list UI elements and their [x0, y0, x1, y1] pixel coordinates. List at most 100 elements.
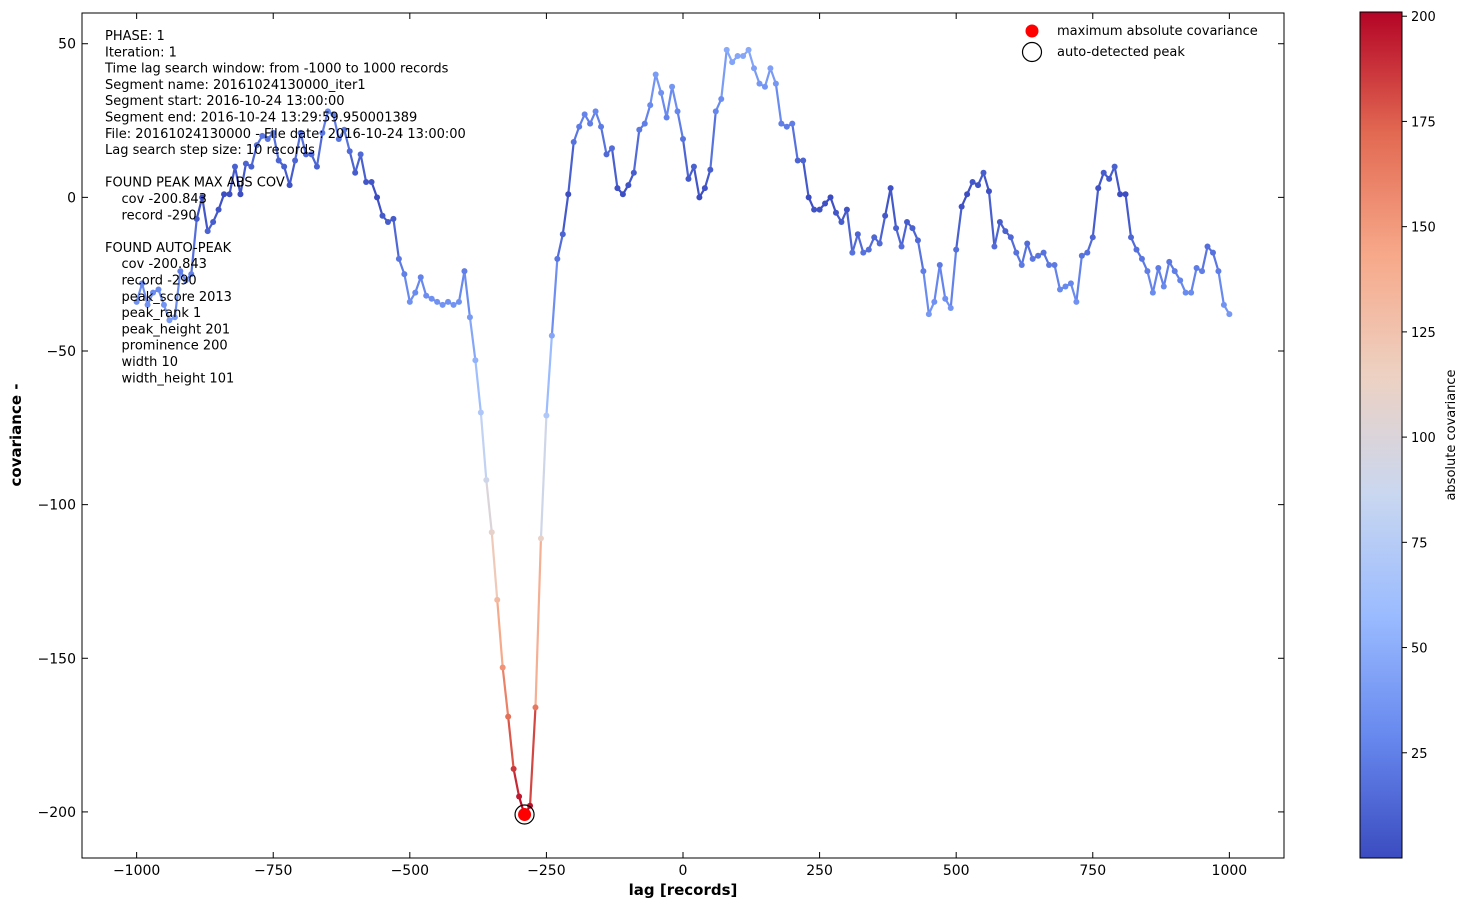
data-point [226, 191, 233, 198]
data-point [745, 46, 752, 53]
data-point [898, 243, 905, 250]
data-point [182, 277, 189, 284]
legend-auto-peak-marker [1021, 41, 1043, 63]
data-point [1067, 280, 1074, 287]
data-point [1133, 246, 1140, 253]
colorbar-tick-label: 150 [1411, 221, 1436, 236]
annotation-line: cov -200.843 [105, 257, 207, 272]
line-segment [900, 220, 909, 248]
data-point [767, 65, 774, 72]
data-point [461, 268, 468, 275]
data-point [1209, 249, 1216, 256]
data-point [1089, 234, 1096, 241]
data-point [237, 191, 244, 198]
annotation-line: Segment end: 2016-10-24 13:29:59.9500013… [105, 111, 417, 126]
legend: maximum absolute covariance auto-detecte… [1021, 24, 1258, 63]
data-point [423, 292, 430, 299]
data-point [603, 151, 610, 158]
line-segment [1162, 260, 1171, 288]
line-segment [1146, 270, 1154, 294]
data-point [1122, 191, 1129, 198]
data-point [352, 169, 359, 176]
data-point [1166, 258, 1173, 265]
line-segment [392, 217, 400, 260]
data-point [292, 157, 299, 164]
line-segment [507, 715, 515, 770]
data-point [270, 129, 277, 136]
data-point [969, 179, 976, 185]
data-point [1046, 261, 1053, 268]
data-point [581, 111, 588, 118]
line-segment [233, 165, 242, 196]
x-tick-label: 1000 [1212, 863, 1248, 879]
data-point [505, 713, 512, 720]
line-segment [1113, 165, 1122, 196]
colorbar-gradient [1359, 11, 1403, 859]
annotation-line: FOUND PEAK MAX ABS COV [105, 176, 285, 191]
colorbar: 25 50 75 100 125 150 175 200 absolute covarianc… [1359, 10, 1459, 859]
line-segment [288, 159, 297, 187]
data-point [1095, 185, 1102, 192]
data-point [510, 765, 517, 772]
data-point [133, 298, 140, 305]
data-point [838, 218, 845, 225]
line-segment [556, 233, 564, 260]
x-axis-label: lag [records] [629, 881, 738, 899]
data-point [761, 83, 768, 90]
colorbar-tick-label: 100 [1411, 431, 1436, 446]
data-point [630, 169, 637, 176]
line-segment [567, 140, 575, 196]
annotation-line: prominence 200 [105, 339, 228, 354]
line-segment [599, 125, 608, 156]
line-segment [747, 48, 756, 70]
data-point [155, 286, 162, 293]
data-point [1226, 311, 1233, 318]
data-point [811, 206, 818, 213]
line-segment [501, 666, 510, 718]
data-point [614, 185, 621, 192]
annotation-line: peak_rank 1 [105, 306, 201, 321]
annotation-line: record -290 [105, 208, 197, 223]
data-point [1171, 268, 1178, 275]
data-point [914, 237, 921, 244]
data-point [991, 243, 998, 250]
data-point [363, 179, 370, 185]
data-point [1220, 301, 1227, 308]
data-point [641, 120, 648, 127]
data-point [1204, 243, 1211, 250]
data-point [975, 182, 982, 189]
line-segment [1053, 263, 1062, 291]
line-segment [938, 263, 947, 300]
data-point [428, 295, 435, 302]
line-segment [720, 48, 728, 101]
data-point [1018, 261, 1025, 268]
annotation-line: width_height 101 [105, 371, 234, 386]
x-tick-label: 0 [679, 863, 688, 879]
data-point [1002, 228, 1009, 235]
x-tick-label: −250 [527, 863, 565, 879]
line-segment [550, 257, 559, 337]
colorbar-tick-label: 50 [1411, 642, 1428, 657]
line-segment [348, 150, 357, 174]
data-point [1117, 191, 1124, 198]
data-point [663, 114, 670, 121]
data-point [445, 298, 452, 305]
line-segment [468, 316, 477, 362]
data-point [925, 311, 932, 318]
data-point [734, 53, 741, 60]
data-point [1111, 163, 1118, 170]
data-point [160, 301, 167, 308]
data-point [1056, 286, 1063, 293]
line-segment [845, 208, 854, 254]
line-segment [485, 478, 493, 534]
y-tick-label: 0 [67, 190, 76, 206]
data-point [669, 83, 676, 90]
data-point [565, 191, 572, 198]
data-point [554, 255, 561, 262]
data-point [346, 148, 353, 155]
data-point [139, 280, 146, 287]
annotation-line: Segment start: 2016-10-24 13:00:00 [105, 94, 345, 109]
line-segment [1157, 266, 1165, 288]
data-point [751, 65, 758, 72]
